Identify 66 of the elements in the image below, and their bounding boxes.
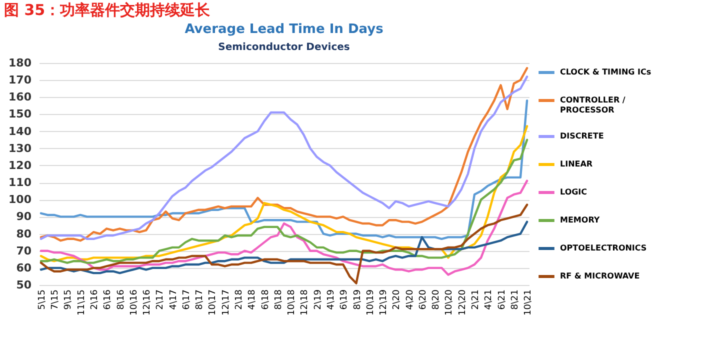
x-tick-label: 7\15 [50, 290, 61, 310]
x-tick-label: 4\20 [405, 289, 416, 310]
x-tick-label: 2\17 [156, 290, 166, 310]
y-tick-label: 170 [8, 74, 32, 87]
x-tick-label: 9\15 [64, 290, 74, 310]
line-series [40, 204, 528, 284]
legend-label: OPTOELECTRONICS [560, 244, 647, 252]
chart-title: Average Lead Time In Days [184, 22, 384, 37]
x-tick-label: 2\19 [313, 289, 324, 310]
legend-label: CLOCK & TIMING ICs [560, 68, 652, 76]
x-tick-label: 8\17 [195, 290, 206, 310]
legend-label: CONTROLLER / PROCESSOR [560, 96, 626, 114]
x-tick-label: 12\17 [221, 290, 232, 316]
y-tick-label: 80 [16, 227, 32, 240]
x-tick-label: 4\18 [248, 289, 258, 310]
y-tick-label: 70 [16, 244, 32, 258]
x-tick-label: 12\19 [379, 289, 390, 316]
y-tick-label: 50 [16, 278, 32, 292]
x-tick-label: 10\16 [129, 289, 140, 316]
x-tick-label: 6\17 [182, 290, 192, 310]
x-tick-label: 2\20 [392, 289, 402, 310]
y-tick-label: 60 [16, 261, 32, 274]
x-tick-label: 2\16 [90, 289, 100, 310]
x-tick-label: 10\21 [524, 290, 534, 316]
x-tick-label: 8\16 [116, 289, 126, 310]
legend-label: LINEAR [560, 160, 593, 168]
chart-subtitle: Semiconductor Devices [218, 42, 350, 53]
line-series [40, 180, 528, 276]
x-tick-label: 11\15 [76, 290, 87, 316]
x-tick-label: 10\19 [366, 289, 376, 316]
y-tick-label: 120 [8, 158, 32, 172]
y-tick-label: 180 [8, 56, 32, 70]
legend-label: DISCRETE [560, 132, 604, 140]
legend-label: MEMORY [560, 216, 600, 224]
x-tick-label: 8\21 [510, 290, 520, 310]
x-tick-label: 12\18 [300, 289, 310, 316]
x-tick-label: 6\21 [497, 290, 508, 310]
x-tick-label: 2\21 [470, 290, 481, 310]
y-tick-label: 150 [8, 108, 32, 121]
y-tick-label: 140 [8, 124, 32, 138]
x-tick-label: 12\16 [142, 289, 153, 316]
x-tick-label: 10\20 [444, 289, 455, 316]
x-tick-label: 10\18 [287, 289, 298, 316]
x-tick-label: 4\19 [326, 289, 336, 310]
x-tick-label: 8\20 [432, 289, 442, 310]
x-tick-label: 2\18 [234, 289, 245, 310]
x-tick-label: 6\16 [103, 289, 114, 310]
x-tick-label: 12\20 [458, 289, 468, 316]
y-tick-label: 160 [8, 90, 32, 104]
x-tick-label: 6\19 [340, 289, 350, 310]
x-tick-label: 8\19 [352, 289, 363, 310]
x-tick-label: 5\15 [37, 290, 48, 310]
x-tick-label: 4\21 [484, 290, 494, 310]
x-tick-label: 10\17 [208, 290, 218, 316]
x-tick-label: 6\20 [418, 289, 428, 310]
x-tick-label: 6\18 [260, 289, 271, 310]
legend-label: RF & MICROWAVE [560, 272, 640, 280]
y-tick-label: 130 [8, 142, 32, 155]
line-series [40, 220, 528, 274]
x-tick-label: 8\18 [274, 289, 284, 310]
y-tick-label: 100 [8, 193, 32, 206]
x-tick-label: 4\17 [168, 290, 179, 310]
y-tick-label: 90 [16, 210, 32, 224]
y-tick-label: 110 [8, 176, 32, 190]
caption: 图 35：功率器件交期持续延长 [4, 1, 212, 19]
legend-label: LOGIC [560, 188, 588, 196]
